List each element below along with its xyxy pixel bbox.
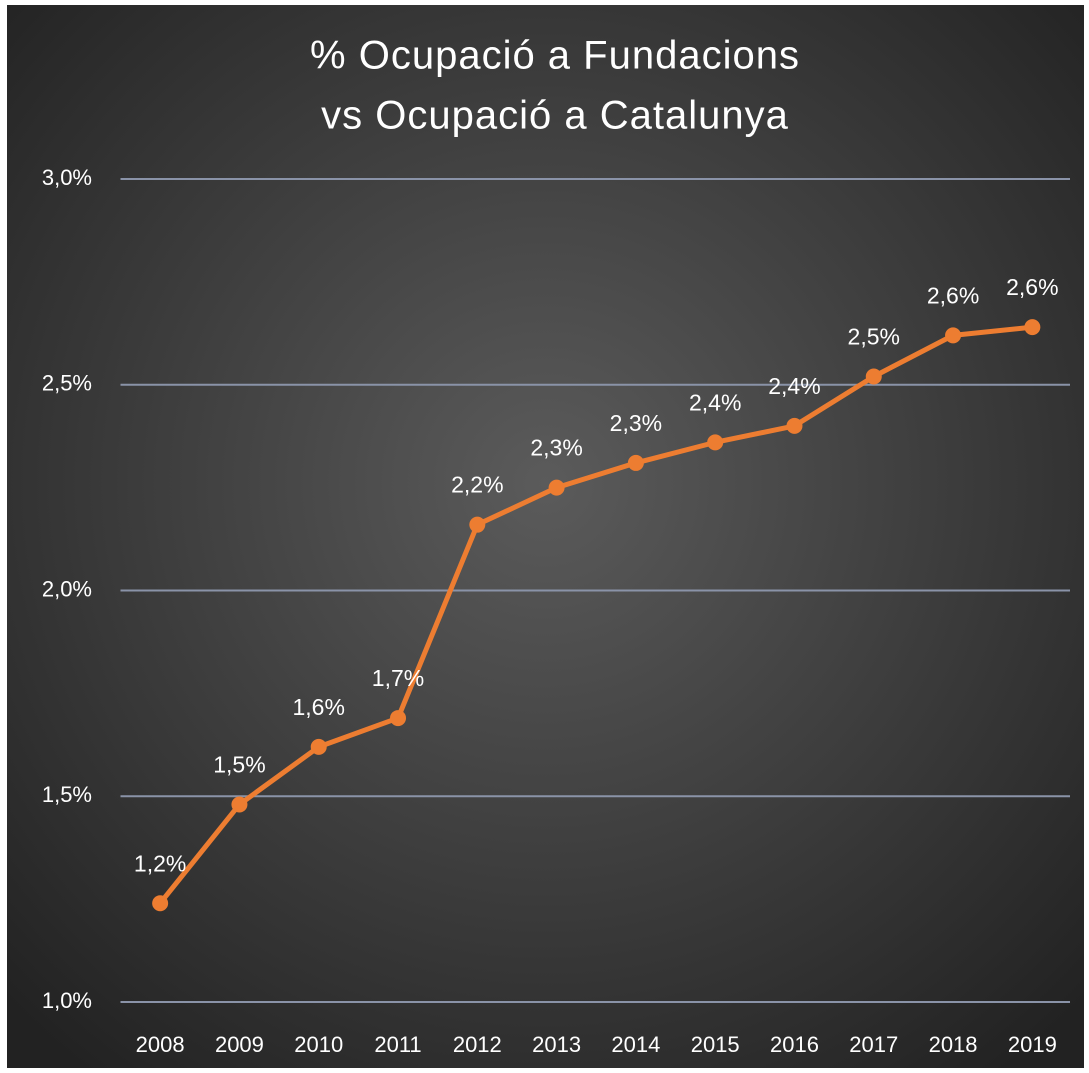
data-point <box>469 516 486 533</box>
x-tick-label: 2009 <box>215 1032 264 1057</box>
x-tick-label: 2017 <box>849 1032 898 1057</box>
x-tick-label: 2014 <box>611 1032 660 1057</box>
data-label: 2,3% <box>610 410 662 436</box>
data-label: 1,6% <box>293 694 345 720</box>
data-label: 2,5% <box>848 324 900 350</box>
data-label: 2,6% <box>1006 274 1058 300</box>
data-label: 2,4% <box>768 373 820 399</box>
data-label: 2,3% <box>530 435 582 461</box>
data-point <box>548 479 565 496</box>
data-label: 1,5% <box>213 752 265 778</box>
data-point <box>310 738 327 755</box>
data-point <box>786 417 803 434</box>
data-point <box>1024 319 1041 336</box>
data-point <box>152 895 169 912</box>
x-tick-label: 2019 <box>1008 1032 1057 1057</box>
x-tick-label: 2010 <box>294 1032 343 1057</box>
x-tick-label: 2015 <box>691 1032 740 1057</box>
chart-title: % Ocupació a Fundacions <box>310 34 800 78</box>
data-label: 2,6% <box>927 282 979 308</box>
y-tick-label: 2,0% <box>42 576 92 601</box>
x-tick-label: 2018 <box>929 1032 978 1057</box>
x-tick-label: 2013 <box>532 1032 581 1057</box>
data-label: 2,2% <box>451 472 503 498</box>
y-tick-label: 3,0% <box>42 165 92 190</box>
data-point <box>707 434 724 451</box>
x-tick-label: 2012 <box>453 1032 502 1057</box>
y-tick-label: 1,0% <box>42 988 92 1013</box>
data-point <box>390 710 407 727</box>
y-tick-label: 1,5% <box>42 782 92 807</box>
chart-background <box>7 5 1084 1068</box>
data-label: 1,2% <box>134 850 186 876</box>
chart-title: vs Ocupació a Catalunya <box>321 94 789 138</box>
data-point <box>865 368 882 385</box>
y-tick-label: 2,5% <box>42 371 92 396</box>
data-point <box>231 796 248 813</box>
series-line <box>158 324 1033 905</box>
data-point <box>945 327 962 344</box>
data-label: 2,4% <box>689 389 741 415</box>
data-point <box>627 454 644 471</box>
x-tick-label: 2008 <box>136 1032 185 1057</box>
data-label: 1,7% <box>372 665 424 691</box>
x-tick-label: 2011 <box>374 1032 421 1057</box>
x-tick-label: 2016 <box>770 1032 819 1057</box>
